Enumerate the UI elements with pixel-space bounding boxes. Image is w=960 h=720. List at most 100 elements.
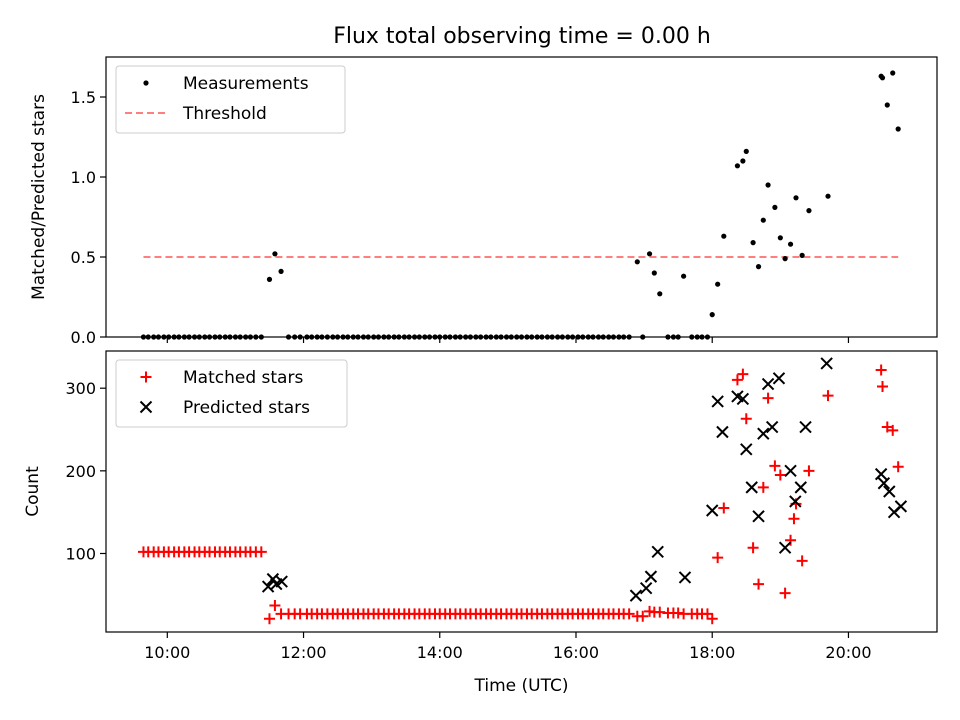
series-measurements <box>140 70 901 340</box>
legend-box <box>115 359 348 428</box>
x-tick-label: 12:00 <box>280 643 326 662</box>
data-point <box>711 395 724 408</box>
x-tick-label: 20:00 <box>825 643 871 662</box>
data-point <box>772 204 778 210</box>
data-point <box>757 427 770 440</box>
data-point <box>736 392 750 406</box>
data-point <box>737 368 749 380</box>
data-point <box>877 477 891 490</box>
data-point <box>681 273 687 279</box>
data-point <box>761 377 775 391</box>
data-point <box>822 390 834 402</box>
x-tick-label: 10:00 <box>144 643 190 662</box>
data-point <box>875 364 887 376</box>
data-point <box>799 420 812 434</box>
data-point <box>769 460 781 472</box>
data-point <box>743 148 749 154</box>
data-point <box>785 534 797 546</box>
data-point <box>718 502 730 514</box>
data-point <box>269 600 281 612</box>
data-point <box>765 182 771 188</box>
legend-label: Threshold <box>182 104 267 124</box>
x-tick-label: 18:00 <box>689 643 735 662</box>
data-point <box>263 613 275 625</box>
data-point <box>752 510 765 523</box>
legend-label: Matched stars <box>183 368 303 388</box>
data-point <box>787 241 794 247</box>
data-point <box>894 500 908 513</box>
data-point <box>883 485 896 498</box>
data-point <box>782 256 788 262</box>
data-point <box>709 312 715 318</box>
x-axis-label: Time (UTC) <box>474 676 569 696</box>
y-tick-label: 200 <box>65 462 96 481</box>
x-tick-label: 14:00 <box>417 643 463 662</box>
data-point <box>272 251 278 257</box>
data-point <box>762 392 774 404</box>
data-point <box>634 259 640 265</box>
y-axis-label: Count <box>23 466 43 517</box>
data-point <box>760 217 766 223</box>
data-point <box>678 571 692 584</box>
data-point <box>793 195 799 201</box>
data-point <box>706 504 719 517</box>
data-point <box>778 541 792 554</box>
data-point <box>701 608 713 620</box>
data-point <box>750 240 756 246</box>
top-panel: 0.0 0.5 1.0 1.5 Matched/Predicted stars Measu… <box>29 56 938 347</box>
y-axis-label: Matched/Predicted stars <box>29 94 49 300</box>
data-point <box>892 461 904 473</box>
legend-label: Measurements <box>183 74 309 94</box>
y-tick-label: 300 <box>65 379 96 398</box>
data-point <box>651 545 664 559</box>
x-tick-label: 16:00 <box>553 643 599 662</box>
data-point <box>794 481 807 494</box>
data-point <box>877 381 889 393</box>
data-point <box>731 374 743 386</box>
data-point <box>623 608 635 620</box>
data-point <box>755 264 762 270</box>
legend-label: Predicted stars <box>183 398 310 418</box>
data-point <box>803 465 815 477</box>
data-point <box>740 158 746 164</box>
data-point <box>745 481 758 494</box>
series-predicted-stars <box>261 357 908 602</box>
data-point <box>825 193 831 199</box>
data-point <box>644 570 658 583</box>
axes-frame <box>105 56 938 338</box>
data-point <box>895 126 901 132</box>
data-point <box>706 613 718 625</box>
data-point <box>637 610 649 622</box>
data-point <box>890 70 896 76</box>
data-point <box>740 413 752 425</box>
legend-box <box>115 65 346 134</box>
legend-marker-measurements <box>143 80 149 86</box>
series-matched-stars <box>137 364 904 625</box>
y-tick-label: 0.0 <box>71 328 96 347</box>
data-point <box>884 102 890 108</box>
data-point <box>740 443 753 456</box>
y-tick-label: 100 <box>65 544 96 563</box>
axes-frame <box>105 350 938 633</box>
data-point <box>629 589 643 602</box>
data-point <box>757 481 769 493</box>
data-point <box>765 420 779 434</box>
data-point <box>799 252 805 258</box>
data-point <box>784 464 797 478</box>
data-point <box>779 587 791 599</box>
data-point <box>646 251 653 257</box>
chart-title: Flux total observing time = 0.00 h <box>333 24 711 49</box>
legend-marker-predicted <box>139 400 153 414</box>
data-point <box>734 163 741 169</box>
data-point <box>261 580 275 593</box>
data-point <box>874 467 888 481</box>
data-point <box>639 581 653 595</box>
data-point <box>774 469 786 481</box>
data-point <box>820 357 833 370</box>
data-point <box>255 546 267 558</box>
data-point <box>747 542 759 554</box>
data-point <box>788 513 800 525</box>
data-point <box>275 575 288 588</box>
y-tick-label: 1.0 <box>71 168 96 187</box>
